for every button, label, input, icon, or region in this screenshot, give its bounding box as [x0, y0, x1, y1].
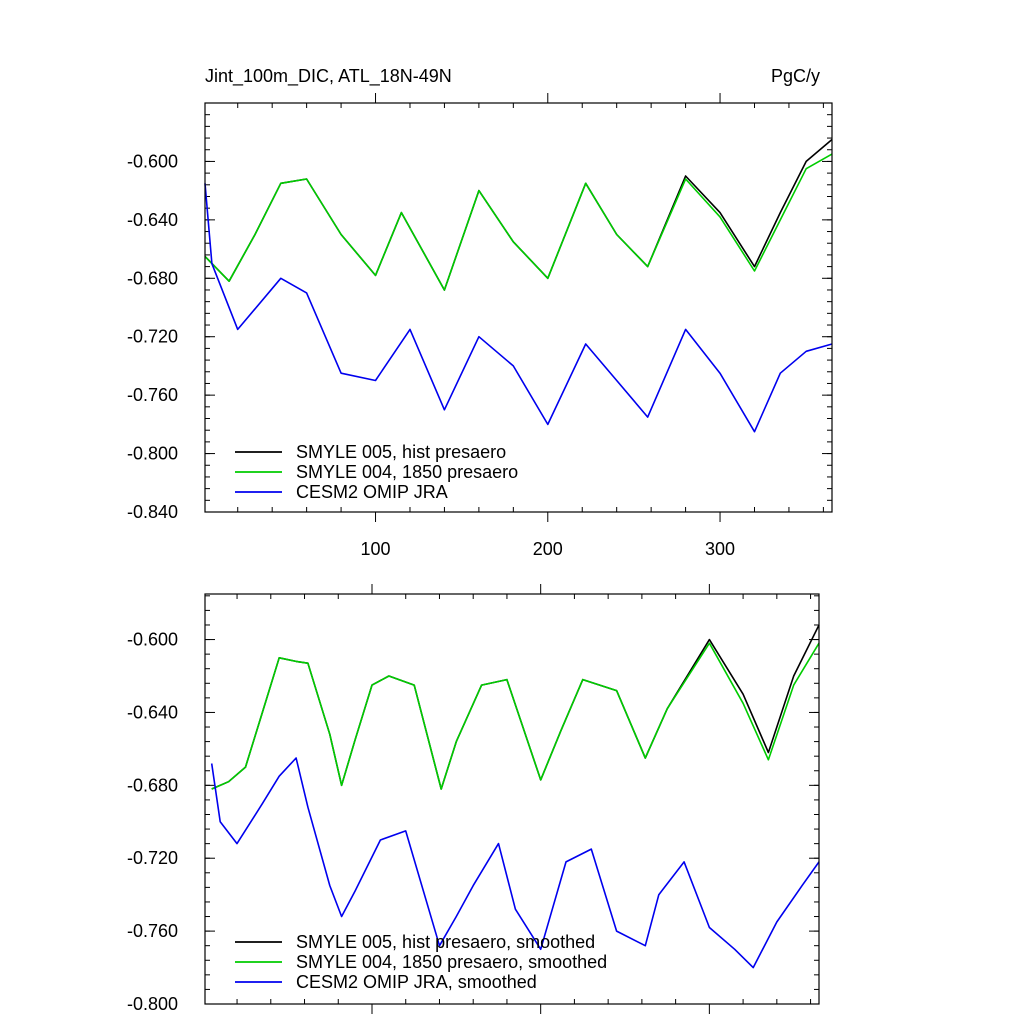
series-line — [211, 642, 820, 790]
y-tick-label: -0.720 — [127, 848, 178, 868]
y-tick-label: -0.640 — [127, 210, 178, 230]
x-tick-label: 300 — [705, 539, 735, 559]
legend-label: SMYLE 004, 1850 presaero — [296, 462, 518, 482]
legend-label: CESM2 OMIP JRA, smoothed — [296, 972, 537, 992]
chart-title: Jint_100m_DIC, ATL_18N-49N — [205, 66, 452, 87]
y-tick-label: -0.760 — [127, 385, 178, 405]
y-tick-label: -0.680 — [127, 268, 178, 288]
series-line — [210, 757, 820, 969]
legend-label: CESM2 OMIP JRA — [296, 482, 448, 502]
y-tick-label: -0.800 — [127, 994, 178, 1014]
y-tick-label: -0.800 — [127, 444, 178, 464]
legend-label: SMYLE 005, hist presaero — [296, 442, 506, 462]
bottom-panel: -0.800 -0.760 -0.720 -0.680 -0.640 -0.600 SMY… — [127, 584, 820, 1014]
y-tick-label: -0.680 — [127, 775, 178, 795]
series-line — [204, 153, 833, 291]
axis-ticks: -0.800 -0.760 -0.720 -0.680 -0.640 -0.600 — [127, 584, 819, 1014]
legend-label: SMYLE 005, hist presaero, smoothed — [296, 932, 595, 952]
y-tick-label: -0.840 — [127, 502, 178, 522]
y-tick-label: -0.720 — [127, 327, 178, 347]
legend: SMYLE 005, hist presaero, smoothed SMYLE… — [235, 932, 607, 992]
y-tick-label: -0.640 — [127, 702, 178, 722]
legend: SMYLE 005, hist presaero SMYLE 004, 1850… — [235, 442, 518, 502]
y-tick-label: -0.600 — [127, 151, 178, 171]
top-panel: Jint_100m_DIC, ATL_18N-49N PgC/y -0.840-… — [127, 66, 833, 559]
x-tick-label: 100 — [361, 539, 391, 559]
series-lines — [204, 138, 833, 433]
series-line — [204, 138, 833, 291]
series-lines — [210, 624, 820, 969]
legend-label: SMYLE 004, 1850 presaero, smoothed — [296, 952, 607, 972]
plot-frame — [204, 102, 833, 513]
series-line — [204, 183, 833, 433]
units-label: PgC/y — [771, 66, 820, 86]
y-tick-label: -0.600 — [127, 630, 178, 650]
plot-frame — [204, 593, 820, 1005]
y-tick-label: -0.760 — [127, 921, 178, 941]
x-tick-label: 200 — [533, 539, 563, 559]
axis-ticks: -0.840 -0.800 -0.760 -0.720 -0.680 -0.640 -0.6… — [127, 93, 832, 559]
